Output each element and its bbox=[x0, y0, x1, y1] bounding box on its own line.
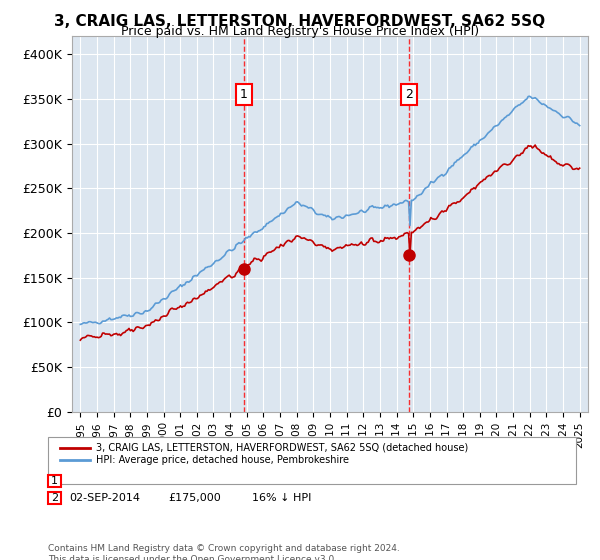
Text: 16% ↓ HPI: 16% ↓ HPI bbox=[252, 493, 311, 503]
Text: Contains HM Land Registry data © Crown copyright and database right 2024.
This d: Contains HM Land Registry data © Crown c… bbox=[48, 544, 400, 560]
Text: 3, CRAIG LAS, LETTERSTON, HAVERFORDWEST, SA62 5SQ: 3, CRAIG LAS, LETTERSTON, HAVERFORDWEST,… bbox=[55, 14, 545, 29]
Text: 2: 2 bbox=[51, 493, 58, 503]
Text: 3, CRAIG LAS, LETTERSTON, HAVERFORDWEST, SA62 5SQ (detached house): 3, CRAIG LAS, LETTERSTON, HAVERFORDWEST,… bbox=[96, 443, 468, 453]
Text: £175,000: £175,000 bbox=[168, 493, 221, 503]
Text: 2: 2 bbox=[405, 88, 413, 101]
Text: 02-SEP-2014: 02-SEP-2014 bbox=[69, 493, 140, 503]
Text: 1: 1 bbox=[240, 88, 248, 101]
Text: 22-OCT-2004: 22-OCT-2004 bbox=[69, 476, 142, 486]
Text: HPI: Average price, detached house, Pembrokeshire: HPI: Average price, detached house, Pemb… bbox=[96, 455, 349, 465]
Text: £160,000: £160,000 bbox=[168, 476, 221, 486]
Text: 16% ↓ HPI: 16% ↓ HPI bbox=[252, 476, 311, 486]
Text: Price paid vs. HM Land Registry's House Price Index (HPI): Price paid vs. HM Land Registry's House … bbox=[121, 25, 479, 38]
Text: 1: 1 bbox=[51, 476, 58, 486]
